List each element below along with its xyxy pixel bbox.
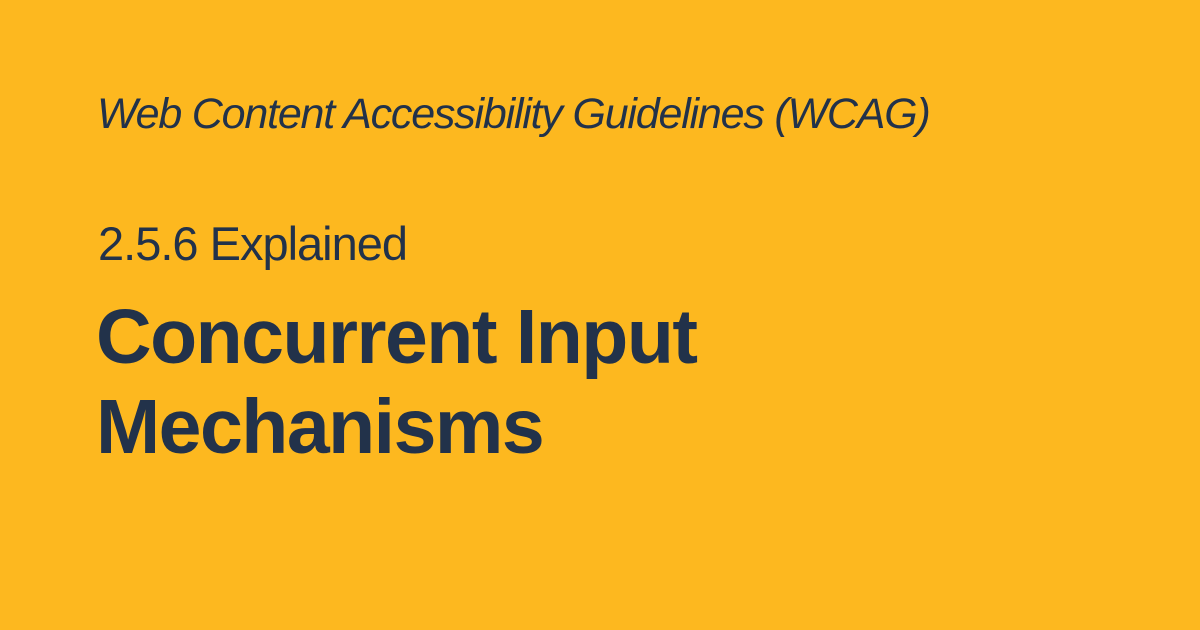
criterion-title: Concurrent Input Mechanisms [96, 292, 698, 472]
criterion-number-heading: 2.5.6 Explained [98, 217, 408, 270]
title-line-2: Mechanisms [96, 384, 545, 470]
guidelines-eyebrow: Web Content Accessibility Guidelines (WC… [97, 90, 931, 138]
title-line-1: Concurrent Input [96, 294, 698, 380]
